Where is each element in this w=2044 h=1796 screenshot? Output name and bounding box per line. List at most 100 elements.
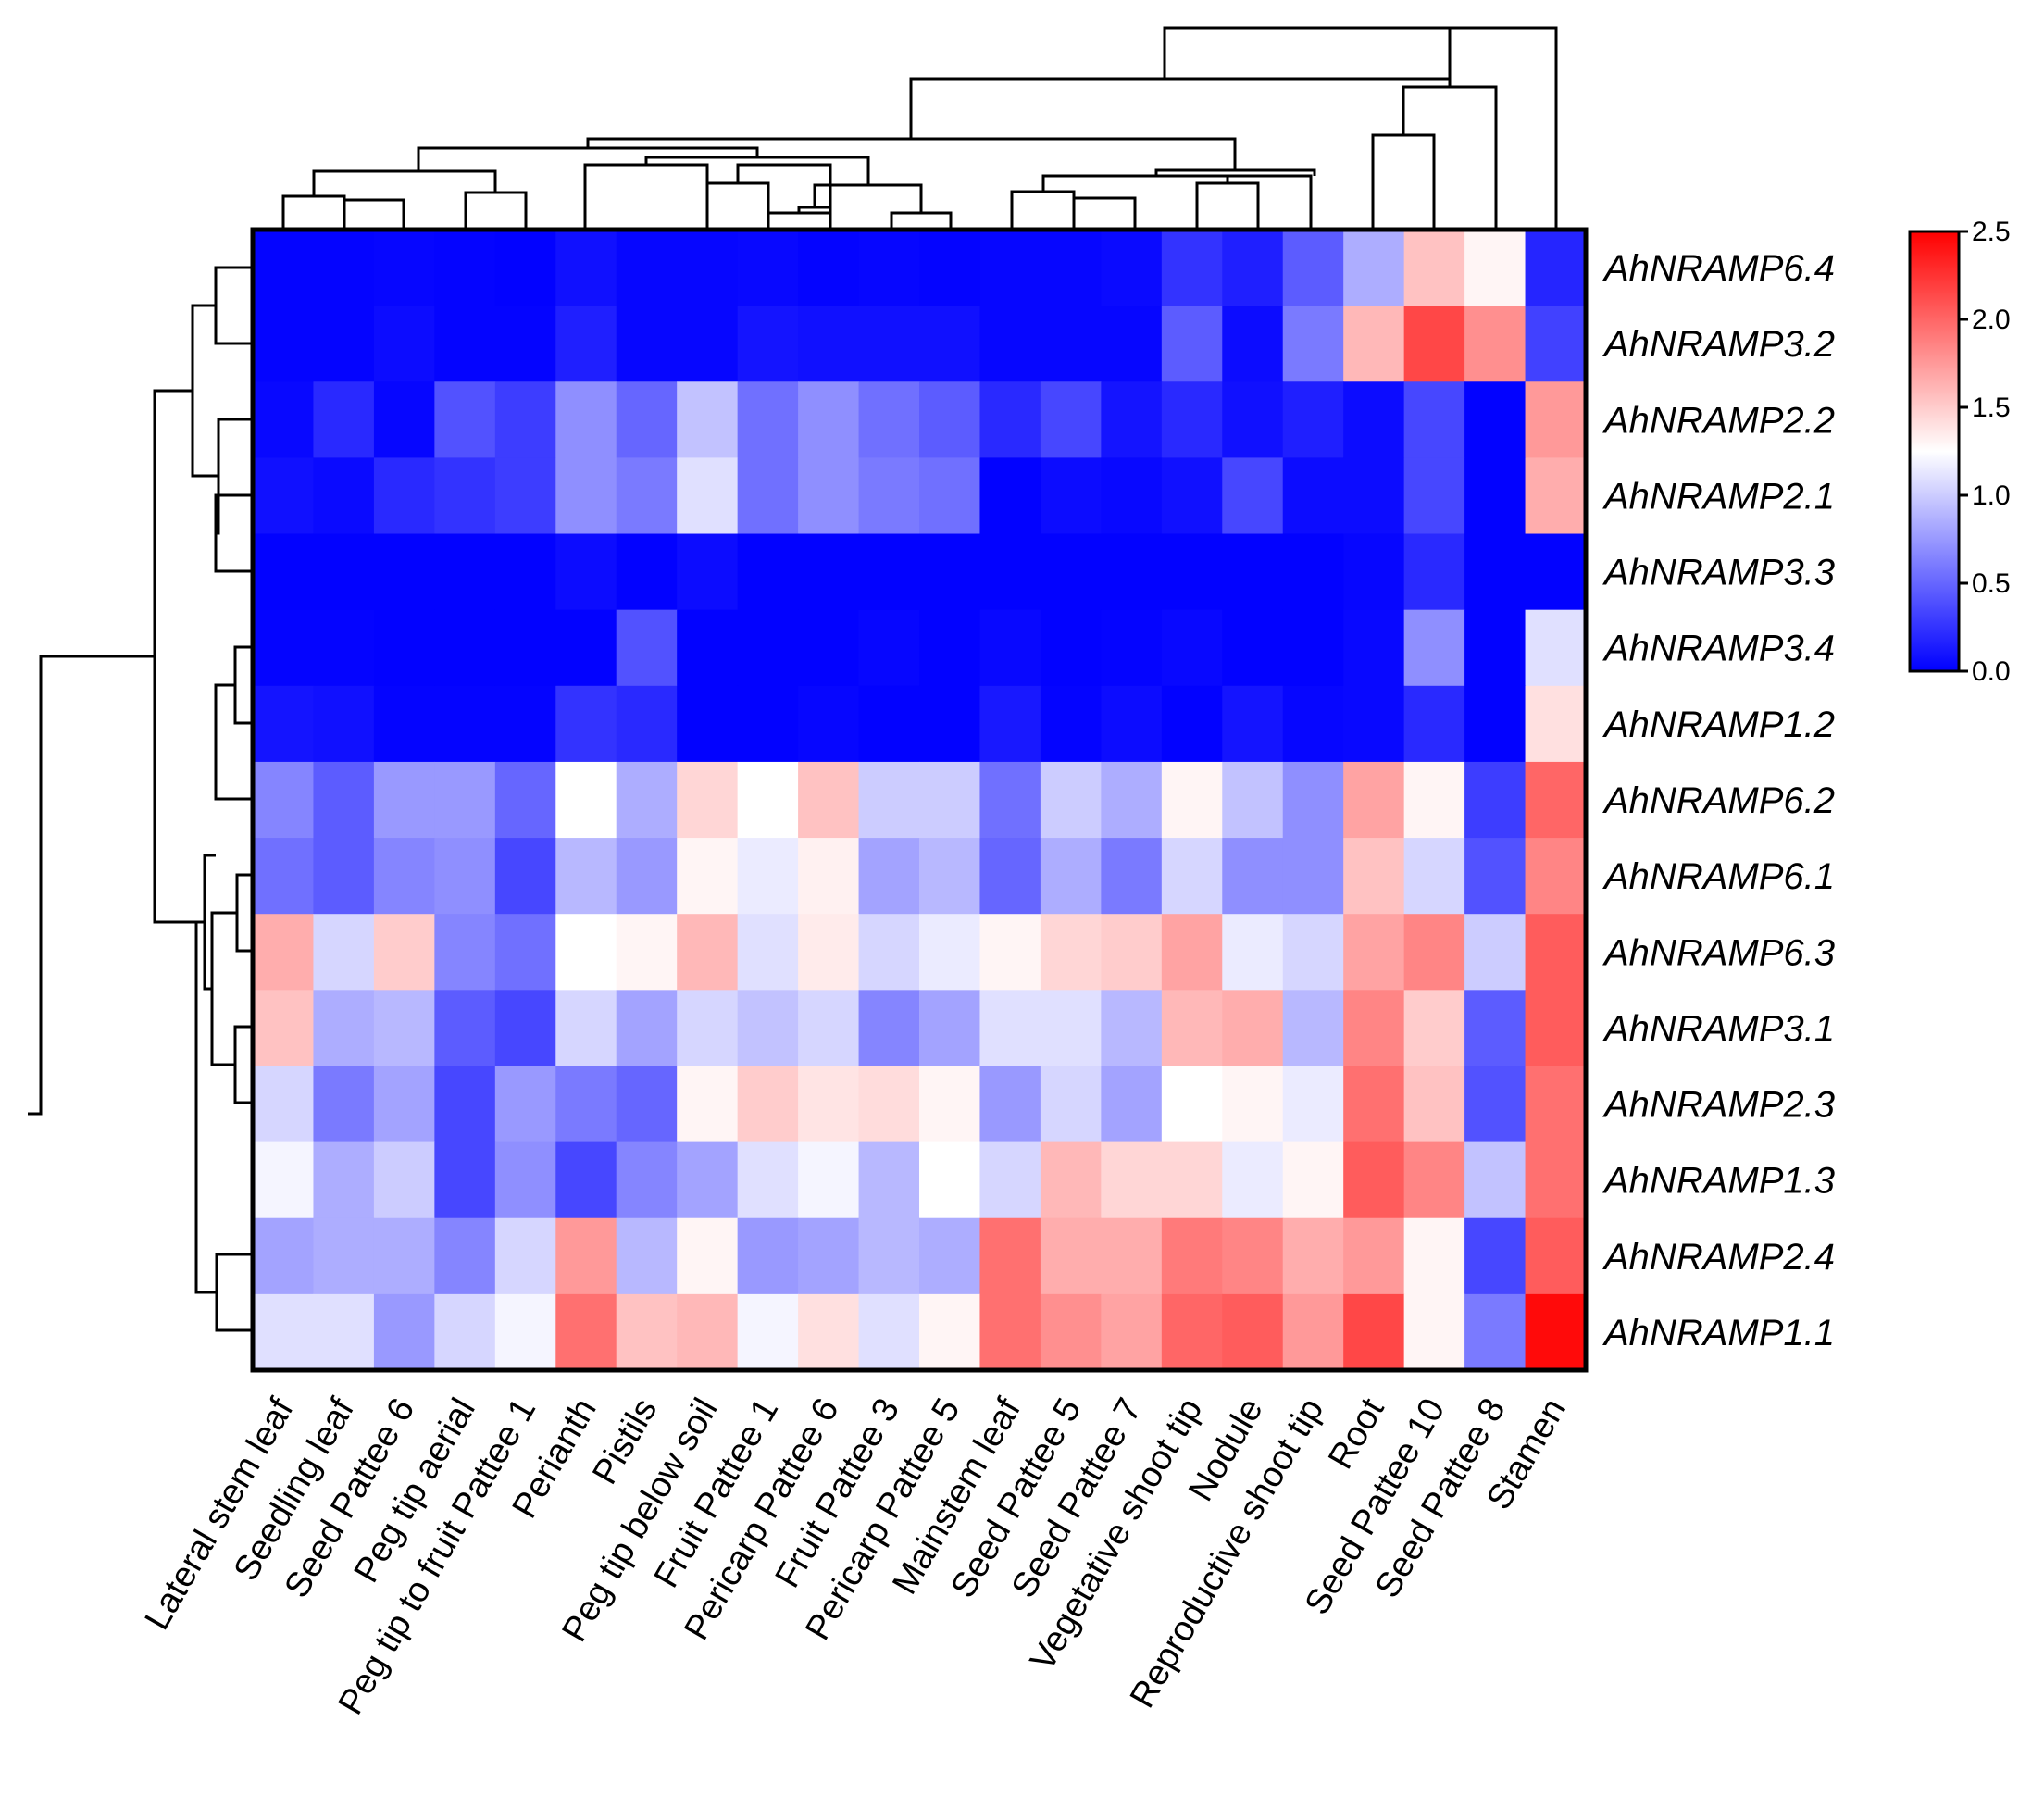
- heatmap-cell: [1282, 381, 1344, 458]
- heatmap-cell: [253, 685, 315, 763]
- row-labels: AhNRAMP6.4 AhNRAMP3.2 AhNRAMP2.2 AhNRAMP2.1…: [1602, 248, 1835, 1353]
- heatmap-cell: [1161, 838, 1223, 915]
- heatmap-cell: [373, 457, 435, 535]
- heatmap-cell: [677, 914, 739, 991]
- heatmap-cell: [1040, 685, 1102, 763]
- heatmap-cell: [798, 1293, 860, 1371]
- heatmap-cell: [1282, 306, 1344, 382]
- heatmap-cell: [1464, 761, 1527, 839]
- heatmap-cell: [616, 533, 678, 611]
- heatmap-cell: [1040, 914, 1102, 991]
- heatmap-cell: [798, 609, 860, 687]
- heatmap-cell: [737, 533, 799, 611]
- heatmap-cell: [1343, 457, 1405, 535]
- heatmap-cell: [1101, 990, 1163, 1067]
- heatmap-cell: [677, 685, 739, 763]
- heatmap-cell: [1222, 381, 1284, 458]
- heatmap-cell: [1343, 914, 1405, 991]
- heatmap-cell: [1343, 609, 1405, 687]
- heatmap-cell: [919, 457, 981, 535]
- heatmap-cell: [1464, 1293, 1527, 1371]
- heatmap-cell: [555, 1293, 617, 1371]
- heatmap-cell: [919, 306, 981, 382]
- heatmap-cell: [253, 306, 315, 382]
- heatmap-cell: [1222, 761, 1284, 839]
- heatmap-cell: [919, 761, 981, 839]
- column-dendrogram-branch: [1041, 174, 1269, 192]
- heatmap-cell: [313, 1217, 375, 1295]
- heatmap-cell: [858, 533, 920, 611]
- heatmap-cell: [616, 1217, 678, 1295]
- heatmap-cell: [434, 990, 496, 1067]
- heatmap-cell: [798, 685, 860, 763]
- column-dendrogram-branch: [1371, 133, 1436, 230]
- heatmap-cell: [677, 1217, 739, 1295]
- heatmap-cell: [1343, 533, 1405, 611]
- heatmap-cell: [494, 914, 556, 991]
- heatmap-cell: [1464, 990, 1527, 1067]
- heatmap-cell: [1040, 457, 1102, 535]
- heatmap-cell: [1161, 685, 1223, 763]
- heatmap-cell: [494, 457, 556, 535]
- heatmap-cell: [1282, 838, 1344, 915]
- heatmap-cell: [677, 609, 739, 687]
- heatmap-cell: [555, 457, 617, 535]
- heatmap-cell: [1040, 838, 1102, 915]
- heatmap-cell: [1222, 1293, 1284, 1371]
- heatmap-cell: [1282, 457, 1344, 535]
- heatmap-cell: [1403, 381, 1465, 458]
- heatmap-cell: [858, 685, 920, 763]
- heatmap-cell: [1222, 230, 1284, 306]
- heatmap-cell: [434, 914, 496, 991]
- heatmap-cell: [1282, 685, 1344, 763]
- heatmap-cell: [979, 914, 1041, 991]
- heatmap-cell: [1403, 761, 1465, 839]
- heatmap-cell: [677, 1293, 739, 1371]
- heatmap-cell: [1525, 1066, 1587, 1143]
- heatmap-cell: [1525, 990, 1587, 1067]
- heatmap-cell: [1464, 914, 1527, 991]
- heatmap-cell: [555, 914, 617, 991]
- colorbar-tick-label: 0.0: [1972, 656, 2011, 687]
- heatmap-cell: [555, 838, 617, 915]
- heatmap-cell: [1403, 914, 1465, 991]
- heatmap-cell: [1403, 609, 1465, 687]
- heatmap-cell: [494, 609, 556, 687]
- heatmap-cell: [555, 1066, 617, 1143]
- heatmap-cell: [677, 533, 739, 611]
- heatmap-cell: [494, 838, 556, 915]
- heatmap-cell: [1101, 761, 1163, 839]
- heatmap-cell: [1525, 609, 1587, 687]
- heatmap-cell: [737, 1141, 799, 1219]
- heatmap-cell: [1222, 457, 1284, 535]
- heatmap-cell: [1040, 381, 1102, 458]
- heatmap-cell: [373, 230, 435, 306]
- heatmap-cell: [858, 230, 920, 306]
- heatmap-cell: [1101, 381, 1163, 458]
- heatmap-cell: [798, 230, 860, 306]
- heatmap-cell: [1101, 230, 1163, 306]
- heatmap-cell: [434, 457, 496, 535]
- column-dendrogram-branch: [707, 181, 770, 230]
- heatmap-cell: [373, 685, 435, 763]
- heatmap-cell: [1525, 306, 1587, 382]
- column-dendrogram-branch: [1163, 26, 1450, 79]
- heatmap-cell: [979, 990, 1041, 1067]
- heatmap-cell: [616, 838, 678, 915]
- heatmap-cell: [1525, 457, 1587, 535]
- row-dendrogram-branch: [233, 645, 253, 725]
- heatmap-cell: [494, 990, 556, 1067]
- heatmap-cell: [1040, 609, 1102, 687]
- heatmap-cell: [1343, 230, 1405, 306]
- heatmap-cell: [253, 1141, 315, 1219]
- heatmap-cell: [1222, 1066, 1284, 1143]
- row-label: AhNRAMP3.1: [1602, 1008, 1835, 1049]
- column-dendrogram-branch: [312, 169, 497, 196]
- heatmap-cell: [979, 609, 1041, 687]
- heatmap-cell: [1161, 1141, 1223, 1219]
- heatmap-cell: [616, 381, 678, 458]
- row-label: AhNRAMP1.2: [1602, 705, 1835, 745]
